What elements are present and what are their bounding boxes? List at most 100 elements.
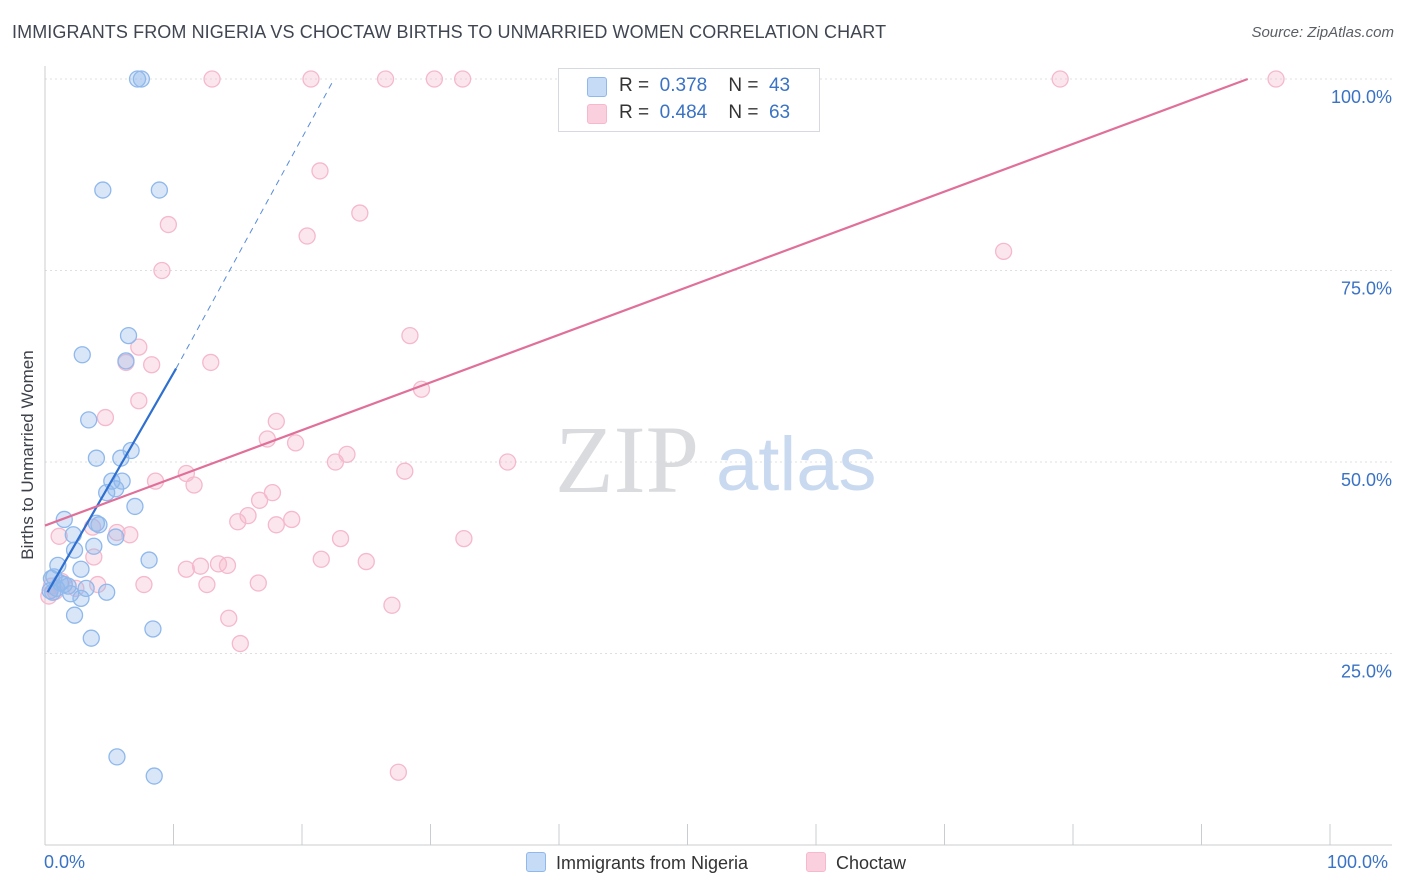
point-nigeria bbox=[113, 472, 131, 490]
chart-source: Source: ZipAtlas.com bbox=[1251, 24, 1394, 41]
point-choctaw bbox=[401, 326, 419, 345]
point-nigeria bbox=[145, 767, 163, 785]
point-nigeria bbox=[107, 528, 125, 546]
watermark-atlas: atlas bbox=[716, 422, 877, 507]
point-nigeria bbox=[132, 70, 151, 88]
point-choctaw bbox=[159, 215, 178, 234]
point-nigeria bbox=[73, 346, 91, 364]
point-choctaw bbox=[351, 204, 369, 222]
stats-legend: R = 0.378 N = 43 R = 0.484 N = 63 bbox=[558, 68, 820, 132]
bottom-legend-swatch-nigeria bbox=[526, 852, 546, 872]
y-tick-labels: 100.0% 75.0% 50.0% 25.0% bbox=[1331, 87, 1392, 682]
bottom-legend-swatch-choctaw bbox=[806, 852, 826, 872]
legend-n-choctaw: 63 bbox=[768, 102, 791, 123]
bottom-legend-label-nigeria: Immigrants from Nigeria bbox=[556, 853, 749, 873]
point-choctaw bbox=[298, 227, 316, 245]
point-nigeria bbox=[90, 516, 108, 534]
grid-lines bbox=[45, 78, 1392, 654]
point-choctaw bbox=[263, 483, 282, 502]
trend-line-nigeria bbox=[46, 368, 178, 593]
point-nigeria bbox=[126, 497, 144, 516]
point-choctaw bbox=[455, 529, 473, 548]
point-choctaw bbox=[135, 575, 153, 594]
point-choctaw bbox=[326, 453, 345, 471]
point-choctaw bbox=[185, 476, 203, 494]
point-choctaw bbox=[1051, 70, 1069, 88]
point-nigeria bbox=[108, 748, 126, 766]
point-choctaw bbox=[453, 70, 472, 88]
point-choctaw bbox=[229, 513, 247, 531]
point-choctaw bbox=[357, 552, 375, 571]
point-nigeria bbox=[119, 326, 138, 345]
point-choctaw bbox=[1267, 70, 1285, 88]
x-tick-label-min: 0.0% bbox=[44, 852, 86, 872]
point-nigeria bbox=[72, 589, 90, 607]
point-choctaw bbox=[202, 353, 220, 372]
point-nigeria bbox=[72, 560, 90, 578]
point-choctaw bbox=[302, 70, 320, 88]
point-choctaw bbox=[331, 529, 350, 548]
point-nigeria bbox=[87, 449, 106, 467]
point-choctaw bbox=[425, 70, 444, 88]
point-nigeria bbox=[64, 526, 82, 544]
point-choctaw bbox=[383, 596, 401, 614]
point-choctaw bbox=[130, 392, 148, 410]
bottom-legend-label-choctaw: Choctaw bbox=[836, 853, 907, 873]
point-nigeria bbox=[65, 606, 84, 624]
point-choctaw bbox=[143, 356, 161, 374]
trend-line-choctaw bbox=[44, 77, 1249, 527]
data-points bbox=[40, 70, 1285, 785]
legend-stats-choctaw: R = 0.484 N = 63 bbox=[619, 102, 791, 123]
point-choctaw bbox=[203, 70, 221, 88]
point-choctaw bbox=[50, 527, 68, 545]
point-nigeria bbox=[85, 537, 103, 555]
legend-r-choctaw: 0.484 bbox=[659, 102, 708, 123]
watermark: ZIP atlas bbox=[555, 406, 877, 513]
y-tick-label-50: 50.0% bbox=[1341, 470, 1392, 490]
point-choctaw bbox=[250, 491, 269, 509]
point-choctaw bbox=[153, 261, 171, 280]
point-nigeria bbox=[128, 70, 147, 88]
point-choctaw bbox=[130, 338, 148, 356]
point-nigeria bbox=[77, 579, 95, 598]
point-choctaw bbox=[218, 556, 237, 575]
point-choctaw bbox=[283, 510, 301, 529]
point-choctaw bbox=[396, 462, 414, 480]
y-tick-label-100: 100.0% bbox=[1331, 87, 1392, 107]
point-choctaw bbox=[311, 162, 329, 180]
point-choctaw bbox=[286, 434, 305, 452]
point-choctaw bbox=[389, 763, 408, 781]
point-nigeria bbox=[98, 583, 116, 601]
point-choctaw bbox=[220, 609, 238, 627]
watermark-zip: ZIP bbox=[555, 406, 699, 513]
point-choctaw bbox=[231, 634, 249, 653]
bottom-legend-nigeria: Immigrants from Nigeria bbox=[526, 852, 748, 874]
point-nigeria bbox=[62, 585, 80, 603]
trend-lines bbox=[44, 77, 1249, 593]
point-nigeria bbox=[144, 620, 162, 638]
point-choctaw bbox=[498, 453, 517, 471]
point-choctaw bbox=[198, 575, 216, 594]
point-choctaw bbox=[191, 557, 210, 575]
legend-swatch-nigeria bbox=[587, 77, 607, 97]
point-choctaw bbox=[177, 560, 196, 578]
point-nigeria bbox=[117, 352, 135, 370]
trend-line-nigeria-extension bbox=[175, 78, 335, 369]
point-choctaw bbox=[267, 412, 285, 431]
chart-title: IMMIGRANTS FROM NIGERIA VS CHOCTAW BIRTH… bbox=[12, 22, 887, 42]
point-nigeria bbox=[150, 181, 169, 199]
point-choctaw bbox=[121, 526, 139, 544]
x-tick-label-max: 100.0% bbox=[1327, 852, 1389, 872]
point-choctaw bbox=[312, 550, 330, 568]
point-nigeria bbox=[82, 629, 100, 647]
point-nigeria bbox=[140, 551, 158, 569]
point-nigeria bbox=[80, 411, 98, 429]
axes bbox=[44, 66, 1392, 846]
legend-r-nigeria: 0.378 bbox=[659, 75, 708, 96]
point-choctaw bbox=[96, 408, 115, 427]
legend-swatch-choctaw bbox=[587, 104, 607, 124]
point-choctaw bbox=[239, 506, 257, 525]
bottom-legend-choctaw: Choctaw bbox=[806, 852, 906, 874]
point-nigeria bbox=[41, 582, 59, 600]
